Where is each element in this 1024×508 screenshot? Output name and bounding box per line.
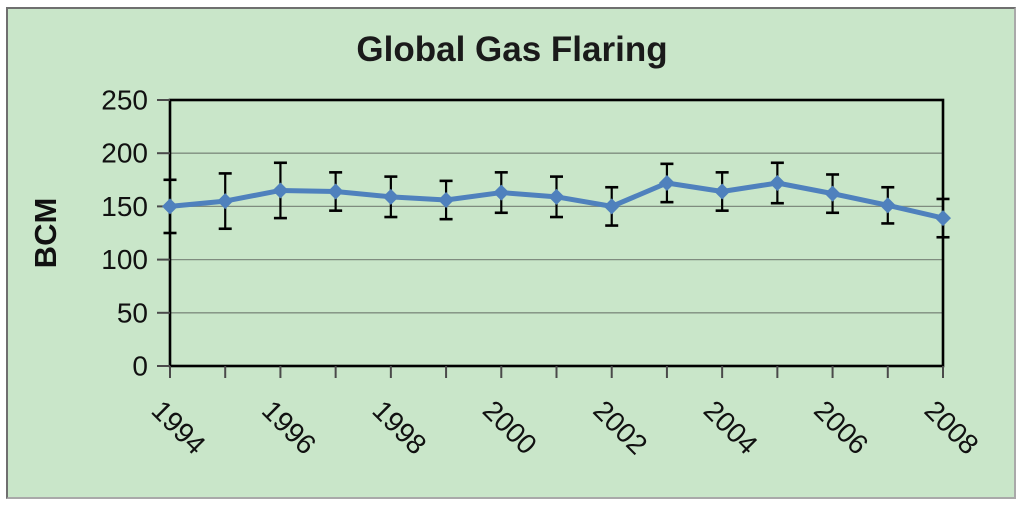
markers-group [162,174,951,227]
data-point-1996 [272,182,289,199]
data-point-2005 [769,174,786,191]
x-tick-label-2000: 2000 [477,394,543,460]
x-tick-label-1998: 1998 [366,394,432,460]
y-axis-group: 0 50 100 150 200 250 [101,85,170,382]
y-tick-label-100: 100 [101,244,148,275]
x-tick-label-1996: 1996 [256,394,322,460]
y-tick-label-150: 150 [101,191,148,222]
y-tick-label-0: 0 [132,351,148,382]
data-point-1995 [217,193,234,210]
data-point-2008 [935,210,951,227]
plot-frame [168,98,945,368]
x-tick-label-2006: 2006 [808,394,874,460]
data-point-1994 [162,198,178,215]
x-tick-label-2002: 2002 [587,394,653,460]
data-point-1999 [438,192,455,209]
data-point-2006 [824,185,841,202]
data-point-2002 [603,198,620,215]
plot-area: 0 50 100 150 200 250 1994 1996 1998 2000 2002 2004 2… [101,85,984,461]
data-point-2004 [714,183,731,200]
x-tick-label-1994: 1994 [146,394,212,460]
chart-title: Global Gas Flaring [356,30,667,69]
data-point-1997 [327,183,344,200]
y-tick-label-250: 250 [101,85,148,116]
y-tick-label-50: 50 [117,297,148,328]
data-point-2007 [879,197,896,214]
data-point-1998 [382,188,399,205]
x-axis-group: 1994 1996 1998 2000 2002 2004 2006 2008 [146,366,985,460]
data-point-2000 [493,184,510,201]
x-tick-label-2008: 2008 [919,394,985,460]
y-axis-title: BCM [28,198,63,269]
data-point-2003 [658,174,675,191]
data-point-2001 [548,188,565,205]
x-tick-label-2004: 2004 [698,394,764,460]
chart-card [6,7,1016,499]
y-tick-label-200: 200 [101,138,148,169]
